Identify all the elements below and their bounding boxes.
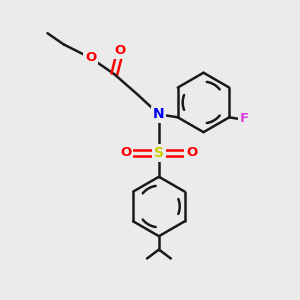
Text: O: O <box>85 51 96 64</box>
Text: N: N <box>153 107 165 121</box>
Text: O: O <box>186 146 197 160</box>
Text: O: O <box>121 146 132 160</box>
Text: O: O <box>115 44 126 57</box>
Text: F: F <box>239 112 249 125</box>
Text: S: S <box>154 146 164 160</box>
